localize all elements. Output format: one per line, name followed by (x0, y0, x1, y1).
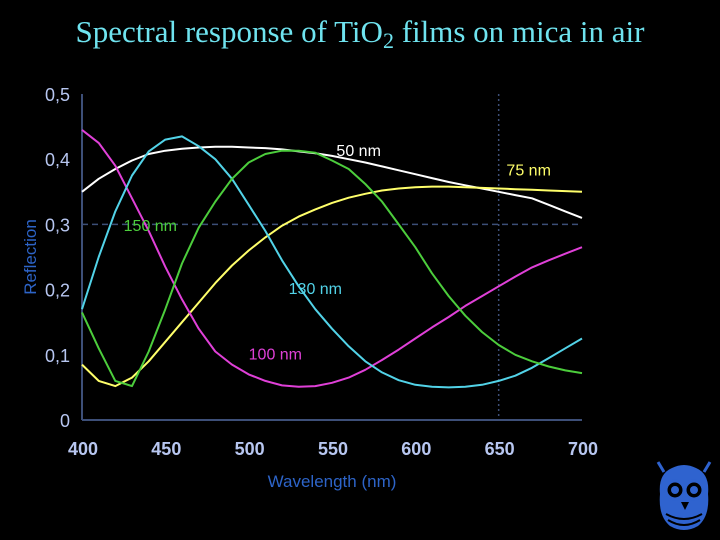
x-axis-title: Wavelength (nm) (268, 472, 397, 491)
slide-title-subscript: 2 (382, 28, 394, 53)
y-tick-label: 0,1 (45, 346, 70, 366)
series-annotations: 50 nm 75 nm 100 nm 130 nm 150 nm (124, 143, 551, 363)
y-tick-label: 0,4 (45, 150, 70, 170)
slide-title: Spectral response of TiO2 films on mica … (0, 14, 720, 54)
series-line-50-nm (81, 145, 583, 219)
series-lines (81, 129, 583, 389)
slide-title-suffix: films on mica in air (393, 14, 645, 49)
series-label-150-nm: 150 nm (124, 218, 177, 235)
axes: 0 0,1 0,2 0,3 0,4 0,5 400 450 500 550 600 650 700 Wav… (21, 85, 598, 491)
series-line-100-nm (81, 129, 583, 388)
x-tick-label: 400 (68, 439, 98, 459)
x-tick-label: 600 (401, 439, 431, 459)
reference-lines (82, 94, 582, 420)
x-tick-label: 650 (485, 439, 515, 459)
x-tick-label: 550 (318, 439, 348, 459)
y-tick-label: 0 (60, 411, 70, 431)
y-tick-label: 0,5 (45, 85, 70, 105)
owl-crest-logo (656, 461, 712, 530)
x-tick-label: 700 (568, 439, 598, 459)
slide-title-text: Spectral response of TiO (75, 14, 383, 49)
x-tick-label: 450 (151, 439, 181, 459)
series-line-150-nm (81, 149, 583, 388)
x-tick-label: 500 (235, 439, 265, 459)
y-axis-title: Reflection (21, 219, 40, 295)
series-label-75-nm: 75 nm (506, 163, 550, 180)
series-label-130-nm: 130 nm (289, 281, 342, 298)
y-tick-label: 0,3 (45, 215, 70, 235)
series-label-100-nm: 100 nm (249, 346, 302, 363)
series-line-75-nm (81, 185, 583, 388)
series-label-50-nm: 50 nm (336, 143, 380, 160)
series-line-130-nm (81, 135, 583, 389)
y-tick-label: 0,2 (45, 281, 70, 301)
